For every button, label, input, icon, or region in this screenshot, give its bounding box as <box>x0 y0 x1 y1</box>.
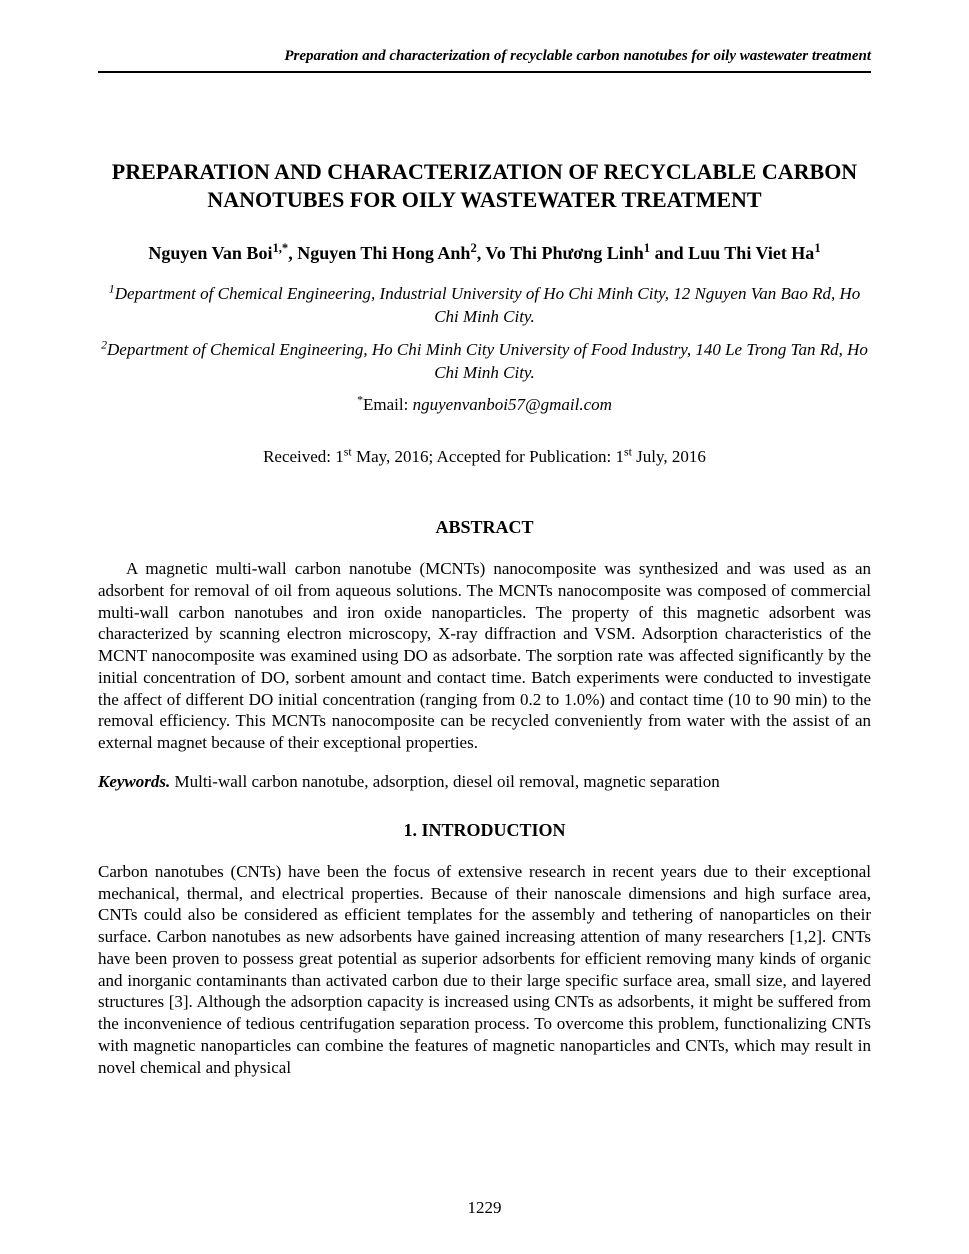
introduction-body: Carbon nanotubes (CNTs) have been the fo… <box>98 861 871 1079</box>
paper-page: Preparation and characterization of recy… <box>0 0 969 1254</box>
email-value: nguyenvanboi57@gmail.com <box>413 395 612 414</box>
email-label: *Email: <box>357 395 413 414</box>
corresponding-email: *Email: nguyenvanboi57@gmail.com <box>98 395 871 415</box>
keywords-text: Multi-wall carbon nanotube, adsorption, … <box>170 772 720 791</box>
paper-title: PREPARATION AND CHARACTERIZATION OF RECY… <box>98 158 871 213</box>
affiliation-2: 2Department of Chemical Engineering, Ho … <box>98 339 871 385</box>
running-header: Preparation and characterization of recy… <box>98 48 871 73</box>
affiliation-1: 1Department of Chemical Engineering, Ind… <box>98 283 871 329</box>
received-accepted-dates: Received: 1st May, 2016; Accepted for Pu… <box>98 447 871 467</box>
page-number: 1229 <box>0 1198 969 1218</box>
abstract-heading: ABSTRACT <box>98 517 871 538</box>
keywords-label: Keywords. <box>98 772 170 791</box>
keywords-line: Keywords. Multi-wall carbon nanotube, ad… <box>98 772 871 792</box>
introduction-heading: 1. INTRODUCTION <box>98 820 871 841</box>
abstract-body: A magnetic multi-wall carbon nanotube (M… <box>98 558 871 754</box>
authors-line: Nguyen Van Boi1,*, Nguyen Thi Hong Anh2,… <box>98 241 871 265</box>
